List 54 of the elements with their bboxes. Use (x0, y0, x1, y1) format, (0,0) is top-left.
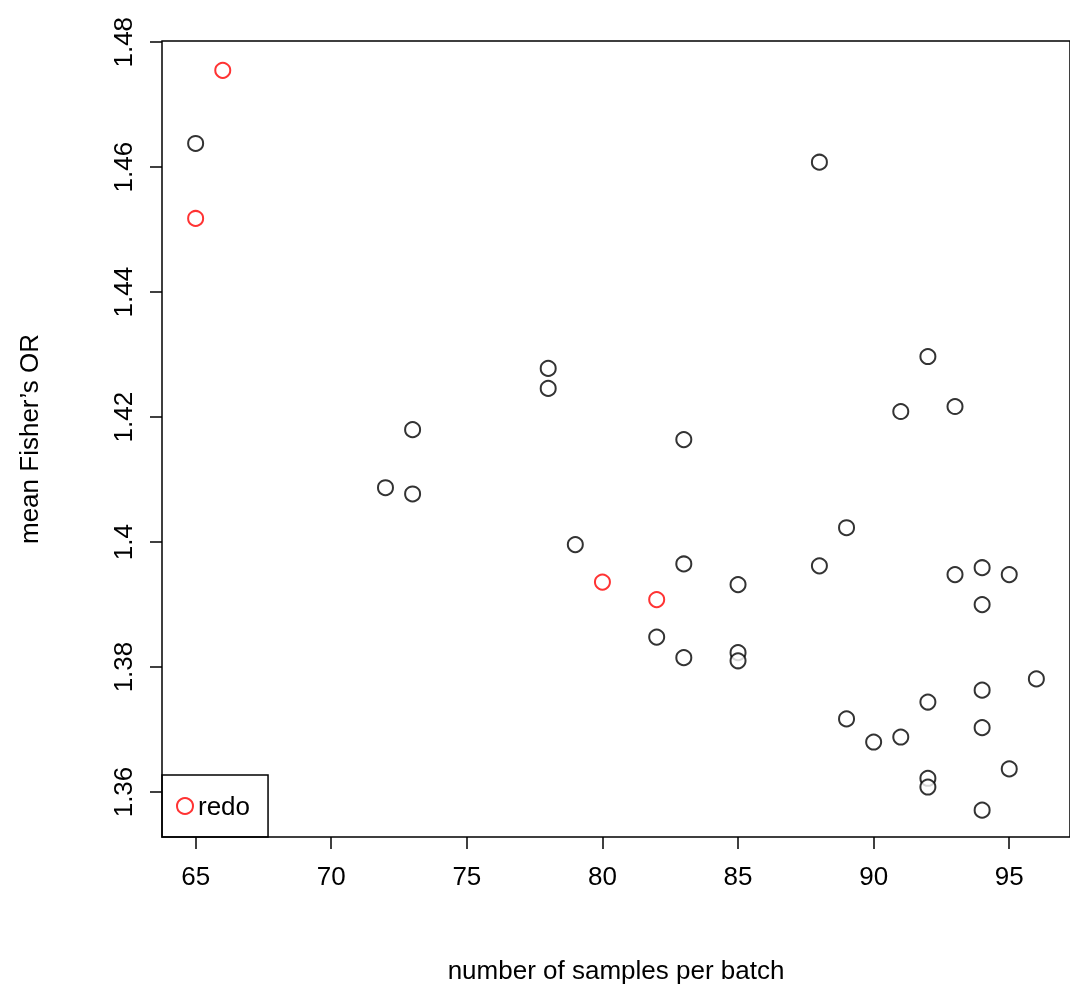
point (675, 431, 693, 449)
point (376, 479, 394, 497)
x-tick-label: 75 (452, 861, 482, 891)
point (214, 61, 232, 79)
x-tick-label: 95 (994, 861, 1024, 891)
x-tick-label: 85 (723, 861, 753, 891)
y-tick-label: 1.44 (108, 266, 138, 318)
point (593, 573, 611, 591)
point (187, 209, 205, 227)
point (404, 485, 422, 503)
point (892, 403, 910, 420)
y-tick-label: 1.46 (108, 141, 138, 193)
x-tick-label: 70 (316, 861, 346, 891)
point (729, 652, 747, 670)
y-tick-label: 1.42 (108, 391, 138, 443)
point (648, 591, 666, 609)
point (919, 693, 937, 711)
point (946, 566, 964, 584)
point (675, 649, 693, 667)
point (810, 153, 828, 171)
point (838, 710, 856, 728)
x-tick-label: 90 (859, 861, 889, 891)
point (1027, 670, 1045, 688)
y-tick-label: 1.36 (108, 766, 138, 818)
y-tick-label: 1.4 (108, 524, 138, 561)
point (404, 421, 422, 439)
point (865, 733, 883, 751)
y-axis-title: mean Fisher’s OR (14, 334, 44, 544)
point (539, 359, 557, 377)
point (892, 728, 910, 746)
point (187, 134, 205, 152)
point (973, 596, 991, 614)
point (648, 628, 666, 646)
point (919, 348, 937, 366)
point (1000, 566, 1018, 584)
point (919, 778, 937, 796)
x-tick-label: 65 (181, 861, 211, 891)
point (973, 719, 991, 737)
point (675, 555, 693, 573)
point (946, 398, 964, 416)
point (566, 536, 584, 554)
legend-label: redo (198, 791, 251, 821)
point (729, 576, 747, 594)
point (973, 801, 991, 819)
point (810, 557, 828, 575)
point (838, 519, 856, 537)
point (1000, 760, 1018, 778)
x-tick-label: 80 (587, 861, 617, 891)
point (973, 681, 991, 699)
point (539, 379, 557, 397)
y-tick-label: 1.38 (108, 641, 138, 693)
x-axis-title: number of samples per batch (447, 955, 785, 985)
point (973, 559, 991, 577)
y-tick-label: 1.48 (108, 16, 138, 68)
